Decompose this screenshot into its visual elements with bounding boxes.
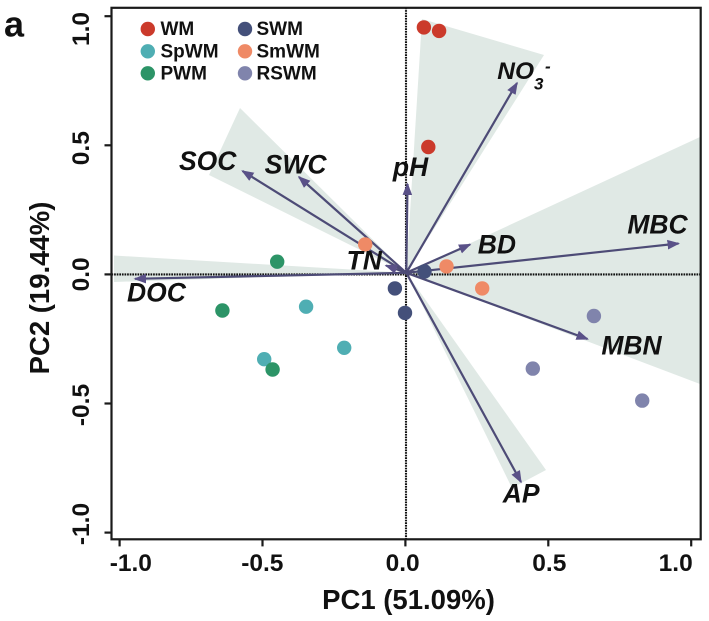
svg-text:SWC: SWC [265, 149, 328, 179]
svg-text:SmWM: SmWM [257, 42, 320, 63]
svg-text:WM: WM [161, 19, 195, 40]
svg-text:TN: TN [347, 246, 383, 276]
svg-text:-1.0: -1.0 [68, 503, 95, 545]
svg-text:SWM: SWM [257, 19, 303, 40]
svg-text:PC2 (19.44%): PC2 (19.44%) [24, 202, 55, 375]
svg-text:0.0: 0.0 [68, 257, 95, 291]
svg-text:SpWM: SpWM [161, 42, 219, 63]
svg-text:RSWM: RSWM [257, 64, 317, 85]
svg-text:AP: AP [502, 478, 540, 508]
svg-text:PWM: PWM [161, 64, 207, 85]
svg-text:SOC: SOC [179, 146, 237, 176]
svg-text:PC1 (51.09%): PC1 (51.09%) [322, 584, 495, 615]
svg-text:pH: pH [392, 152, 429, 182]
svg-text:a: a [4, 3, 25, 44]
svg-text:-0.5: -0.5 [241, 550, 283, 577]
svg-text:0.5: 0.5 [532, 550, 566, 577]
svg-text:1.0: 1.0 [659, 550, 693, 577]
svg-text:0.0: 0.0 [386, 550, 420, 577]
svg-text:MBN: MBN [601, 330, 662, 360]
svg-text:-0.5: -0.5 [68, 384, 95, 426]
svg-text:0.5: 0.5 [68, 131, 95, 165]
svg-text:DOC: DOC [127, 278, 187, 308]
svg-text:-1.0: -1.0 [110, 550, 152, 577]
svg-text:1.0: 1.0 [68, 12, 95, 46]
svg-text:BD: BD [478, 230, 516, 260]
svg-text:MBC: MBC [627, 209, 688, 239]
